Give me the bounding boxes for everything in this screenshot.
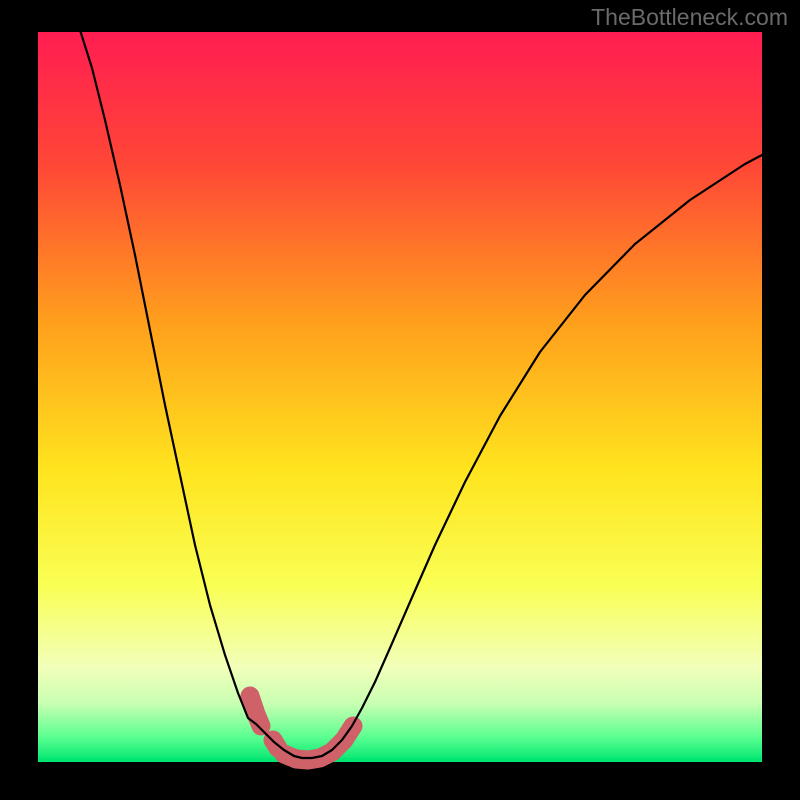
bottom-edge-line <box>38 758 762 762</box>
plot-background <box>38 32 762 762</box>
watermark-text: TheBottleneck.com <box>591 4 788 31</box>
chart-svg <box>0 0 800 800</box>
chart-canvas: { "watermark": { "text": "TheBottleneck.… <box>0 0 800 800</box>
